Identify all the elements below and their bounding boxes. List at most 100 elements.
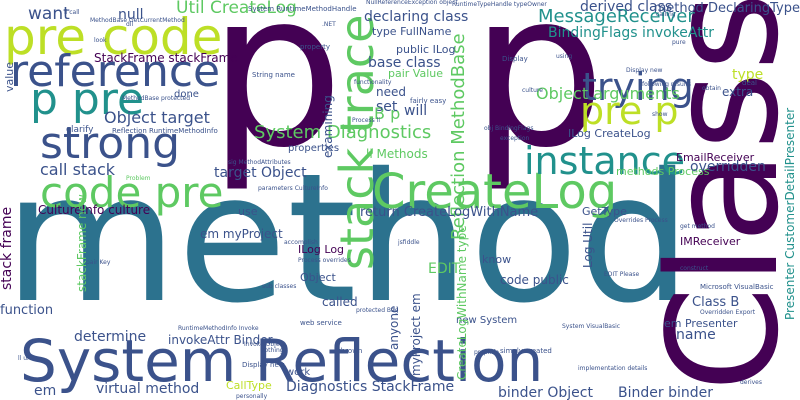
word-jsfiddle: jsfiddle [398,239,420,246]
word-myproject-em: myProject em [409,293,423,376]
word-pre-p: pre p [580,89,679,133]
word-log-util: Log Util [581,222,595,268]
word-work: work [286,367,311,378]
word-object-arguments: Object arguments [536,84,680,103]
word-ilog-createlog: ILog CreateLog [568,127,651,140]
word-web-service: web service [300,319,342,327]
word-determine: determine [74,329,147,345]
word-emailreceiver: EmailReceiver [676,151,755,164]
word-strong: strong [40,118,181,169]
word-class-b: Class B [692,295,740,310]
word-microsoft-visualbasic: Microsoft VisualBasic [700,283,774,291]
word-string-name: String name [252,71,295,79]
word-obj-bindingflags: obj BindingFlags [484,125,534,132]
word-stackframe-new: stackFrame new [75,194,89,292]
word-simply-created: simply created [500,347,552,355]
word-call-stack: call stack [40,160,116,179]
word-presenter-customerdetailpresenter: Presenter CustomerDetailPresenter [783,107,797,320]
word-ilog-log: ILog Log [298,243,345,256]
word-binder-binder: Binder binder [618,385,713,400]
word-util-createlog: Util CreateLog [176,0,297,18]
word-invoke-object: Invoke Object [244,341,286,348]
word-net: .NET [322,21,336,28]
word-em-myproject: em myProject [200,227,283,241]
word-protected-bag: protected Bag [356,307,399,314]
word-deal: deal [742,79,757,87]
word-clarify: clarify [66,125,94,135]
word-edit-please: EDIT Please [604,271,640,278]
word-reference: reference [10,46,221,97]
word-type: type [732,67,764,83]
word-look: look [94,37,107,44]
word-method-declaringtype: method DeclaringType [653,1,800,16]
word-will: will [404,103,428,119]
word-want: want [28,4,70,24]
word-accomplish: accomplish [284,239,318,246]
word-createlogwithname-type: CreateLogWithName type [455,225,469,380]
word-using: using [556,53,573,60]
word-virtual-method: virtual method [96,381,200,397]
word-sig-methodattributes: sig MethodAttributes [228,159,291,166]
word-methods-process: methods Process [616,165,710,178]
word-getcurrentmethod: MethodBase GetCurrentMethod [90,17,185,24]
word-code-pre: code pre [40,168,224,217]
word-implementation-details: implementation details [578,365,648,372]
word-exception: exception [500,135,530,142]
word-display: Display [502,55,528,63]
word-code-public: code public [500,273,569,287]
word-bindingflags-invokeattr: BindingFlags invokeAttr [548,25,714,41]
word-process-overrides: Process overrides [298,257,351,264]
word-called: called [322,295,358,309]
word-process-li: Process li [352,117,381,124]
word-sub-classes: sub classes [262,283,297,290]
word-fairly-easy: fairly easy [410,97,447,105]
word-p-left: p [208,0,344,195]
word-createlog: CreateLog [372,164,618,220]
word-use: use [238,205,258,218]
word-derives: derives [740,379,763,386]
word-messagereceiver: MessageReceiver [538,6,695,27]
word-culture: culture [522,87,543,94]
word-personally: personally [236,393,268,400]
word-name: name [676,327,716,343]
word-type-fullname: type FullName [372,25,452,38]
word-runtimemethodinfo-invoke: RuntimeMethodInfo Invoke [178,325,259,332]
word-show: show [652,111,668,118]
word-base-class: base class [368,55,441,71]
word-system-visualbasic: System VisualBasic [562,323,621,330]
word-need: need [376,85,406,99]
word-pure: pure [672,39,686,46]
word-overridden: overridden [690,159,766,175]
word-know: know [482,253,512,266]
word-null: null [118,7,144,23]
word-b-p: B p [374,104,401,123]
word-em: em [34,383,57,399]
word-cultureinfo-culture: CultureInfo culture [38,203,151,217]
word-runtimetypehandle: RuntimeTypeHandle typeOwner [452,1,547,8]
word-stack-frame: stack frame [0,206,15,290]
word-calling: calling [656,11,676,18]
word-gettype: GetType [582,205,627,218]
word-function: function [0,303,54,318]
word-functionality: functionality [354,79,392,86]
word-calltype: CallType [226,379,272,392]
word-object-target: Object target [104,108,210,127]
word-reflection-runtimemethodinfo: Reflection RuntimeMethodInfo [112,127,218,135]
word-display-new: Display new [242,361,285,369]
word-dll: dll [126,21,134,28]
word-li-methods: li Methods [366,147,428,161]
word-binder-object: binder Object [498,385,593,400]
word-object: Object [300,271,336,284]
word-properties: properties [288,143,340,154]
word-overridden-export: Overridden Export [700,309,756,316]
word-systemruntimemethodhandle: System RuntimeMethodHandle [248,5,357,13]
word-display-new2: Display new [626,67,663,74]
word-pre-code: pre code [4,8,223,66]
word-imreceiver: IMReceiver [680,235,741,248]
word-get-method: get method [680,223,715,230]
word-parameters-cultureinfo: parameters CultureInfo [258,185,328,192]
word-set: set [376,99,398,115]
word-stackframe-stackframe: StackFrame stackFrame [94,51,238,65]
word-system-reflection: System Reflection [20,327,544,395]
